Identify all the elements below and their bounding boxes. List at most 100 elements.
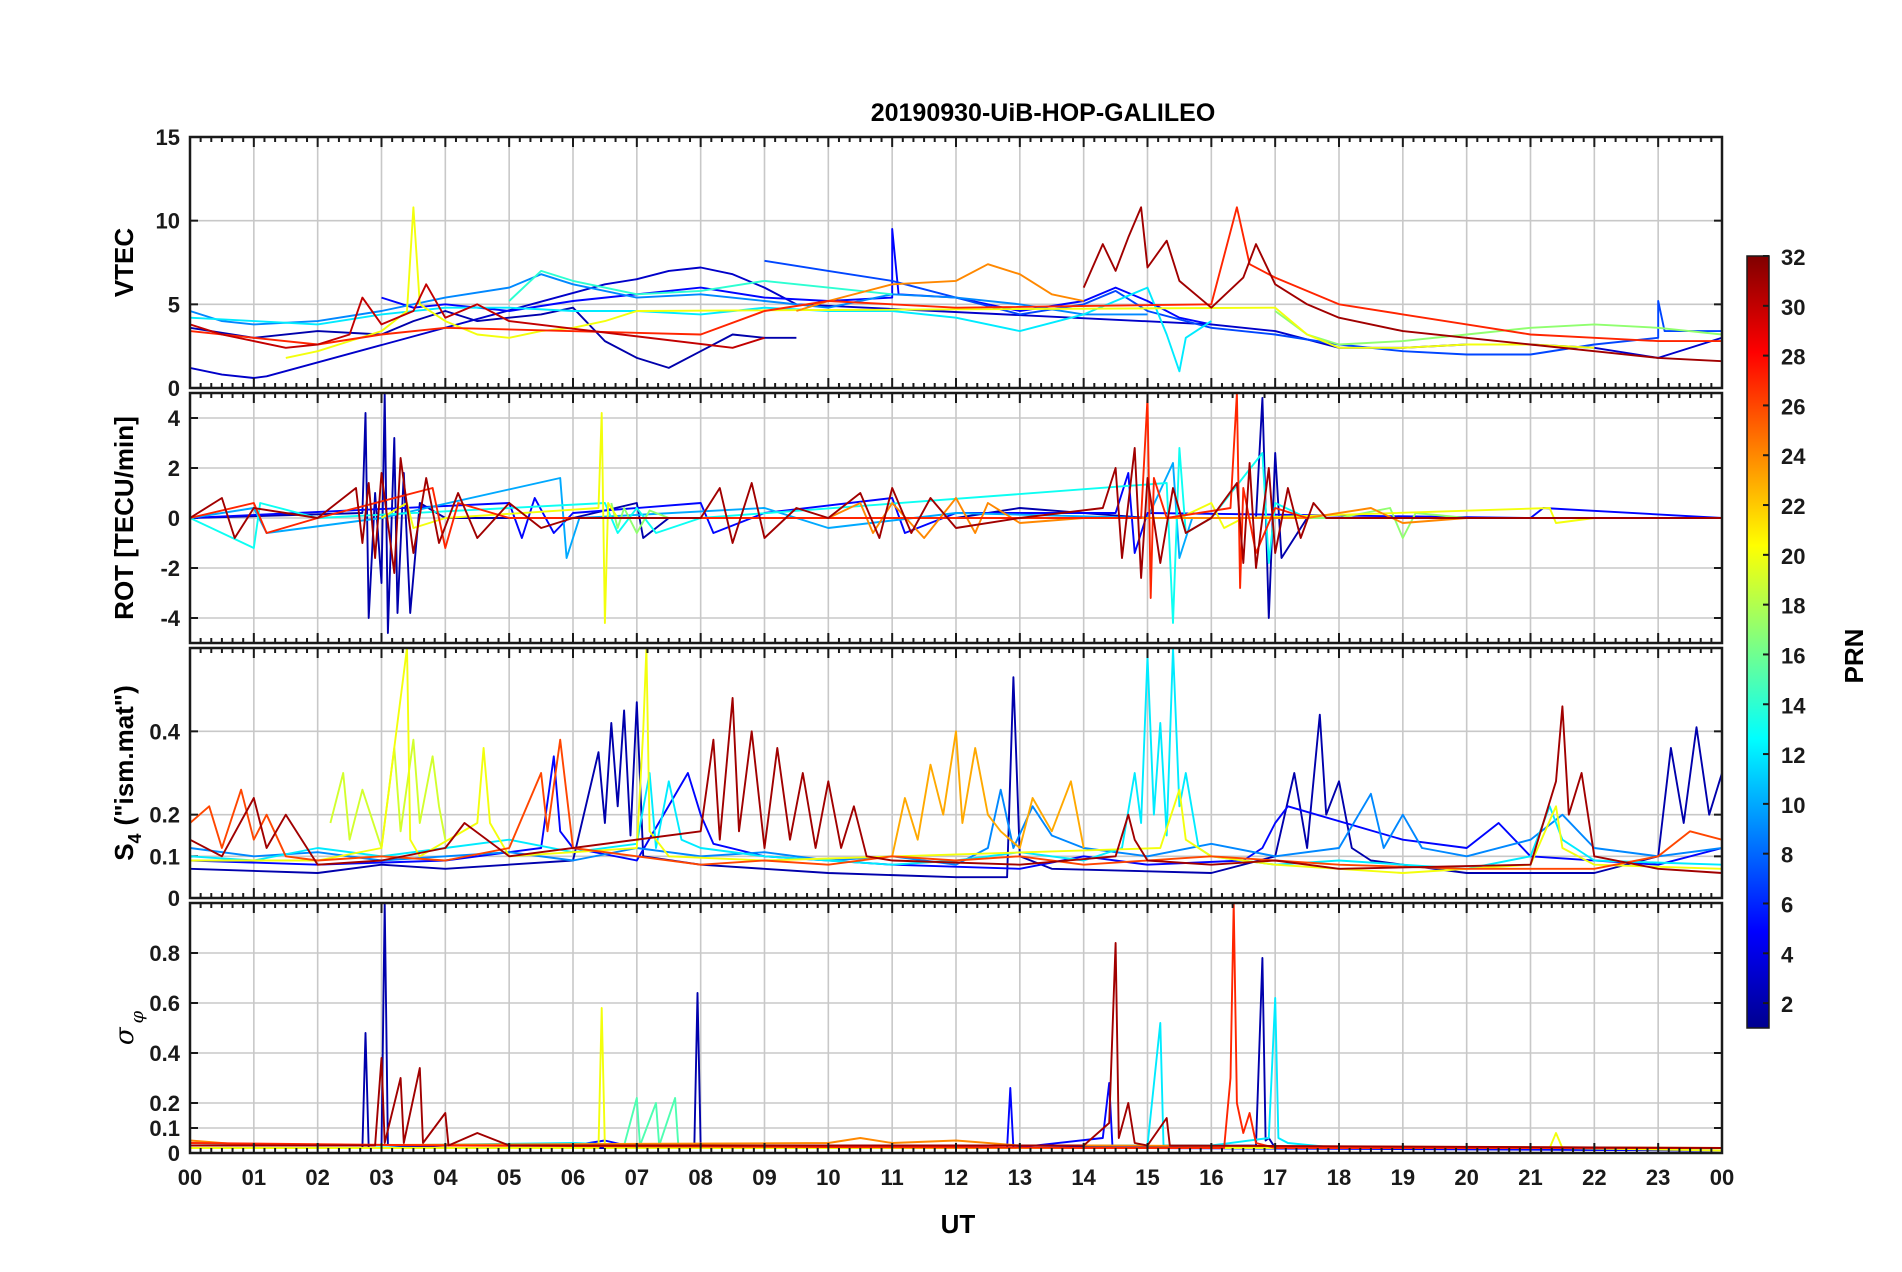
colorbar-tick-label: 24 [1781,444,1806,469]
series-line-prn-17 [1274,310,1722,346]
x-tick-label: 15 [1135,1165,1159,1190]
y-tick-label: 0 [168,886,180,911]
figure-title: 20190930-UiB-HOP-GALILEO [871,99,1216,127]
traces-vtec [190,206,1722,379]
y-tick-label: 5 [168,292,180,317]
series-line-prn-31 [190,697,1722,874]
colorbar-tick-label: 30 [1781,295,1805,320]
x-tick-label: 01 [242,1165,266,1190]
y-tick-label: 2 [168,456,180,481]
x-tick-label: 11 [881,1165,904,1190]
series-line-prn-23 [891,730,1085,857]
colorbar-tick-label: 6 [1781,892,1793,917]
x-tick-label: 10 [816,1165,840,1190]
traces-s4 [190,648,1722,879]
x-tick-label: 17 [1263,1165,1287,1190]
y-tick-labels-sigma_phi: 00.10.2 0.4 0.6 0.8 [149,941,1722,1166]
y-tick-label: 0 [168,506,180,531]
series-line-prn-12 [190,648,1722,870]
y-tick-label: 0.8 [149,941,180,966]
series-line-prn-31 [190,447,1722,579]
series-line-prn-26 [190,738,1722,870]
colorbar-tick-label: 20 [1781,544,1805,569]
series-line-prn-5 [190,755,1722,870]
x-tick-label: 03 [369,1165,393,1190]
y-tick-labels-s4: 0 0.1 0.2 0.4 [149,719,1722,911]
series-line-prn-5 [190,472,1722,554]
x-tick-label: 09 [752,1165,776,1190]
x-tick-label: 21 [1518,1165,1542,1190]
series-line-prn-14 [508,269,893,302]
x-tick-label: 13 [1008,1165,1032,1190]
colorbar-gradient [1746,255,1770,1029]
y-tick-labels-rot: -4 -2 0 2 4 [160,406,1722,631]
x-tick-label: 23 [1646,1165,1670,1190]
x-tick-label: 00 [178,1165,202,1190]
x-axis-label: UT [941,1209,976,1239]
x-tick-label: 04 [433,1165,458,1190]
x-tick-label: 02 [305,1165,329,1190]
y-tick-label: -2 [160,556,180,581]
x-tick-label: 18 [1327,1165,1351,1190]
y-axis-label-s4: S4("ism.mat") [109,685,145,861]
y-tick-label: 0.1 [149,844,180,869]
series-line-prn-20 [381,412,1595,624]
y-tick-label: 0.4 [149,1041,180,1066]
series-line-prn-19 [329,738,447,849]
colorbar-tick-label: 8 [1781,843,1793,868]
colorbar-tick-label: 10 [1781,793,1805,818]
series-line-prn-27 [190,903,1722,1149]
x-axis-tick-labels: 00 01 02 03 04 05 06 07 08 09 10 11 12 13 14 15 16 17 18 19… [178,1165,1734,1190]
y-tick-label: 10 [156,209,180,234]
colorbar-tick-label: 4 [1781,942,1794,967]
series-line-prn-9 [190,273,1148,326]
y-tick-label: 15 [156,125,180,150]
series-line-prn-5 [381,228,1212,326]
y-tick-label: 0.6 [149,991,180,1016]
axes-frame-vtec [188,135,1724,390]
y-axis-label-sigma_phi: σφ [110,1010,148,1045]
axes-frame-rot [188,391,1724,645]
colorbar-tick-label: 26 [1781,394,1805,419]
colorbar-tick-label: 12 [1781,743,1805,768]
series-line-prn-27 [190,393,1308,599]
x-tick-label: 08 [688,1165,712,1190]
y-axis-label-vtec: VTEC [109,228,139,298]
y-tick-label: 0.2 [149,803,180,828]
x-tick-label: 14 [1071,1165,1096,1190]
y-tick-label: 0 [168,376,180,401]
x-tick-label: 22 [1582,1165,1606,1190]
axes-frame-sigma_phi [188,901,1724,1155]
y-tick-label: 0 [168,1141,180,1166]
series-line-prn-20 [190,648,1722,874]
series-line-prn-24 [796,263,1084,312]
colorbar-tick-label: 32 [1781,245,1805,270]
x-tick-label: 07 [625,1165,649,1190]
series-line-prn-30 [190,283,765,349]
panel-s4: 0 0.1 0.2 0.4S4("ism.mat") [109,646,1724,911]
panel-vtec: 0 5 10 15 VTEC [109,125,1724,401]
series-line-prn-31 [1082,206,1722,363]
x-tick-label: 12 [944,1165,968,1190]
series-line-prn-15 [623,1097,701,1149]
colorbar-tick-label: 28 [1781,345,1805,370]
y-tick-labels-vtec: 0 5 10 15 [156,125,1722,401]
x-tick-label: 20 [1454,1165,1478,1190]
panel-rot: -4 -2 0 2 4 ROT [TECU/min] [109,391,1724,645]
y-tick-label: 4 [168,406,181,431]
x-tick-label: 16 [1199,1165,1223,1190]
colorbar-tick-label: 16 [1781,643,1805,668]
axes-frame-s4 [188,646,1724,900]
colorbar-tick-label: 14 [1781,693,1806,718]
colorbar-label: PRN [1839,629,1869,684]
x-tick-label: 00 [1710,1165,1734,1190]
y-tick-label: 0.1 [149,1116,180,1141]
colorbar-tick-label: 22 [1781,494,1805,519]
colorbar-tick-label: 18 [1781,594,1805,619]
x-tick-label: 19 [1391,1165,1415,1190]
y-tick-label: 0.4 [149,719,180,744]
